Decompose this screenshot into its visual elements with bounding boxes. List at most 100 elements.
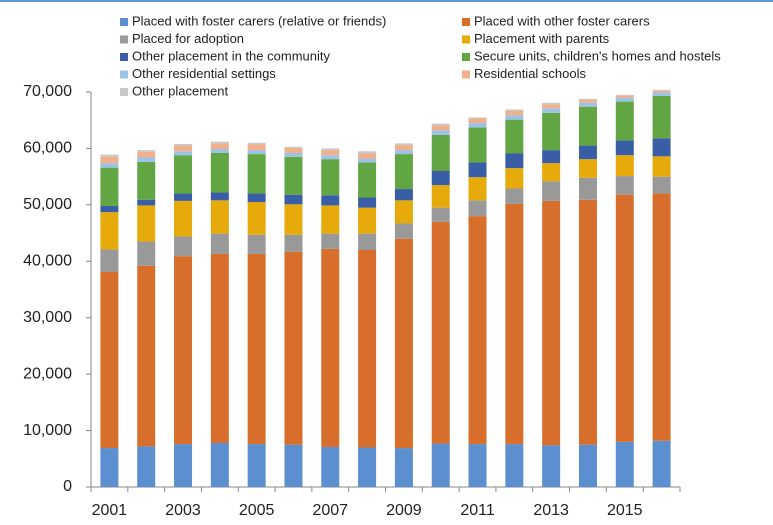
bar-segment <box>505 110 524 116</box>
bar-segment <box>174 256 193 445</box>
bar-segment <box>210 143 229 149</box>
y-tick-label: 70,000 <box>23 83 72 100</box>
bar-segment <box>394 448 413 487</box>
bar-segment <box>468 117 487 119</box>
bar-segment <box>174 200 193 237</box>
bar-segment <box>394 145 413 151</box>
bar-segment <box>578 444 597 487</box>
legend-label: Placement with parents <box>474 31 610 46</box>
bar-segment <box>431 134 450 171</box>
bar-segment <box>505 109 524 111</box>
bar-segment <box>137 446 156 487</box>
bar-segment <box>210 200 229 234</box>
bar-segment <box>174 145 193 152</box>
bar-segment <box>137 157 156 162</box>
bar-segment <box>358 197 377 208</box>
bar-segment <box>321 150 340 156</box>
bar-segment <box>505 444 524 487</box>
bar-segment <box>505 168 524 189</box>
bar-segment <box>542 104 561 109</box>
bar-segment <box>468 200 487 217</box>
bar-segment <box>284 444 303 487</box>
bar-segment <box>505 119 524 154</box>
bar-segment <box>578 159 597 178</box>
bar-segment <box>210 148 229 153</box>
legend-swatch <box>462 18 470 26</box>
bar-segment <box>394 154 413 190</box>
bar-segment <box>210 141 229 144</box>
bar-segment <box>652 95 671 139</box>
legend-swatch <box>462 35 470 44</box>
bar-segment <box>174 444 193 487</box>
legend-swatch <box>120 70 128 79</box>
bar-segment <box>247 444 266 487</box>
bar-segment <box>578 102 597 107</box>
bar-segment <box>137 241 156 266</box>
bar-segment <box>615 95 634 98</box>
bar-segment <box>174 155 193 194</box>
legend-label: Placed with foster carers (relative or f… <box>132 13 386 28</box>
bar-segment <box>542 108 561 113</box>
bar-segment <box>174 143 193 146</box>
bar-segment <box>431 221 450 444</box>
bar-segment <box>247 154 266 194</box>
bar-segment <box>100 448 119 487</box>
bar-segment <box>468 123 487 128</box>
bar-segment <box>100 272 119 449</box>
bar-segment <box>321 195 340 206</box>
legend-label: Other residential settings <box>132 66 276 81</box>
bar-segment <box>468 127 487 163</box>
bar-segment <box>358 233 377 250</box>
bar-segment <box>210 442 229 487</box>
bar-segment <box>542 102 561 105</box>
bar-segment <box>431 125 450 131</box>
y-tick-label: 60,000 <box>23 140 72 157</box>
bar-segment <box>174 193 193 201</box>
bar-segment <box>394 189 413 201</box>
y-tick-label: 20,000 <box>23 365 72 382</box>
bar-segment <box>431 171 450 186</box>
bar-segment <box>100 154 119 157</box>
bar-segment <box>100 205 119 213</box>
bar-segment <box>174 151 193 156</box>
bar-segment <box>615 176 634 195</box>
bar-segment <box>247 142 266 145</box>
x-tick-label: 2007 <box>312 502 348 519</box>
bar-segment <box>284 194 303 205</box>
y-tick-label: 40,000 <box>23 253 72 270</box>
bar-segment <box>542 150 561 164</box>
bar-segment <box>542 163 561 182</box>
bar-segment <box>431 207 450 222</box>
y-tick-label: 50,000 <box>23 196 72 213</box>
bar-segment <box>468 162 487 178</box>
bar-segment <box>578 98 597 100</box>
bar-segment <box>542 181 561 201</box>
legend-label: Placed with other foster carers <box>474 13 650 28</box>
bar-segment <box>394 150 413 155</box>
bar-segment <box>137 151 156 158</box>
bar-segment <box>431 443 450 487</box>
bar-segment <box>247 144 266 151</box>
bar-segment <box>652 92 671 96</box>
bar-segment <box>578 106 597 146</box>
bar-segment <box>321 155 340 160</box>
bar-segment <box>321 233 340 249</box>
bar-segment <box>505 153 524 169</box>
bar-segment <box>615 194 634 442</box>
bar-segment <box>468 177 487 201</box>
bar-segment <box>321 446 340 487</box>
legend-swatch <box>120 88 128 96</box>
bar-segment <box>284 234 303 252</box>
bar-segment <box>100 156 119 164</box>
legend-label: Other placement <box>132 83 228 98</box>
legend-swatch <box>120 53 128 61</box>
bar-segment <box>542 200 561 446</box>
bar-segment <box>284 152 303 157</box>
bar-segment <box>652 440 671 487</box>
bar-segment <box>468 444 487 487</box>
bar-segment <box>578 177 597 200</box>
legend-swatch <box>462 70 470 79</box>
bar-segment <box>505 115 524 120</box>
x-tick-label: 2015 <box>607 502 643 519</box>
